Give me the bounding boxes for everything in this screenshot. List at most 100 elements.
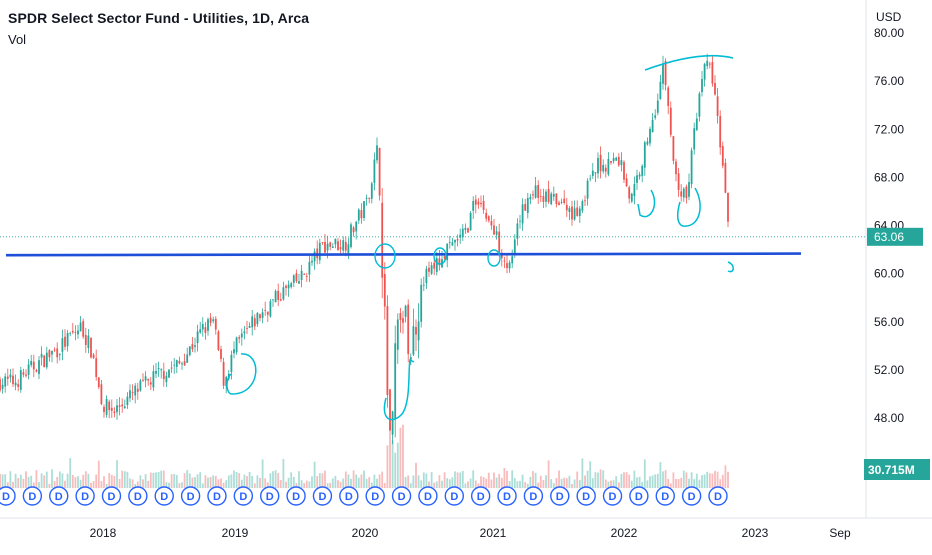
volume-bar <box>724 465 727 488</box>
volume-bar <box>386 445 389 488</box>
volume-bar <box>285 481 287 488</box>
candle <box>344 236 347 257</box>
swing-annotation-2019 <box>226 353 257 395</box>
dividend-marker-label: D <box>688 491 696 503</box>
volume-bar <box>532 471 534 488</box>
candle <box>680 184 683 202</box>
candle <box>573 200 576 221</box>
volume-bar <box>32 482 35 488</box>
candle <box>571 200 573 226</box>
candle <box>38 356 40 380</box>
volume-bar <box>381 471 384 488</box>
candle <box>467 227 469 233</box>
volume-bar <box>261 459 264 488</box>
volume-bar <box>194 477 196 488</box>
candle <box>331 243 334 249</box>
volume-bar <box>238 473 241 488</box>
volume-bar <box>77 476 79 488</box>
candle <box>12 368 14 387</box>
volume-bar <box>157 471 160 488</box>
dividend-marker: D <box>22 486 43 506</box>
candle <box>480 195 482 208</box>
candle <box>422 276 425 292</box>
candle <box>1 378 4 394</box>
candle <box>43 354 46 368</box>
candle <box>170 361 173 373</box>
volume-bar <box>519 480 521 488</box>
time-tick-label: 2023 <box>742 526 769 540</box>
candle <box>134 383 137 404</box>
candle <box>233 341 235 359</box>
candle <box>253 314 256 331</box>
volume-bar <box>537 482 540 488</box>
volume-bar <box>311 476 313 488</box>
candle <box>149 376 152 390</box>
volume-bar <box>664 470 667 488</box>
volume-bar <box>495 477 498 488</box>
volume-bar <box>719 479 722 488</box>
dividend-marker-label: D <box>28 491 36 503</box>
volume-bar <box>498 473 501 488</box>
candle <box>477 198 480 209</box>
candle <box>142 373 144 382</box>
volume-bar <box>511 470 514 488</box>
volume-bar <box>573 479 576 488</box>
volume-bar <box>701 475 703 488</box>
candle <box>14 374 17 391</box>
candle <box>352 226 355 237</box>
candle <box>9 368 12 383</box>
candle <box>396 313 399 364</box>
candle <box>129 384 131 402</box>
candle <box>508 260 511 273</box>
swing-annotation-circle <box>487 249 501 267</box>
volume-bar <box>659 462 662 488</box>
volume-bar <box>256 475 259 488</box>
volume-indicator-label[interactable]: Vol <box>8 32 27 47</box>
dividend-marker: D <box>470 486 491 506</box>
candle <box>261 308 264 324</box>
volume-bar <box>352 470 355 488</box>
candle <box>285 284 287 296</box>
candle <box>105 395 108 418</box>
candle <box>264 301 267 316</box>
candle <box>204 322 207 340</box>
dividend-marker: D <box>207 486 227 506</box>
volume-bar <box>651 475 654 488</box>
candle <box>511 249 514 269</box>
candle <box>25 369 27 378</box>
volume-bar <box>703 474 706 488</box>
candle <box>256 312 259 327</box>
candle <box>222 357 225 389</box>
volume-bar <box>550 479 553 488</box>
candle <box>560 198 563 205</box>
candle <box>719 110 722 155</box>
candle <box>654 109 657 120</box>
candle <box>602 159 605 174</box>
swing-annotation-circle <box>374 243 396 269</box>
volume-bar <box>594 472 597 488</box>
volume-bar <box>308 481 311 488</box>
candle <box>394 325 397 438</box>
volume-bar <box>454 471 456 488</box>
candle <box>612 152 615 164</box>
volume-bar <box>620 473 623 488</box>
candle <box>136 382 139 400</box>
candle <box>688 173 690 201</box>
volume-bar <box>459 472 462 488</box>
volume-bar <box>643 459 646 488</box>
candle <box>95 349 98 381</box>
candle <box>630 192 633 204</box>
volume-bar <box>53 481 56 488</box>
volume-bar <box>412 475 415 488</box>
volume-bar <box>95 474 98 488</box>
volume-bar <box>170 474 173 488</box>
candle <box>615 156 618 161</box>
candle <box>498 223 501 257</box>
candle <box>675 158 677 182</box>
volume-bar <box>591 478 594 488</box>
candle <box>547 180 550 204</box>
candle <box>430 261 433 275</box>
volume-bar <box>430 472 433 488</box>
